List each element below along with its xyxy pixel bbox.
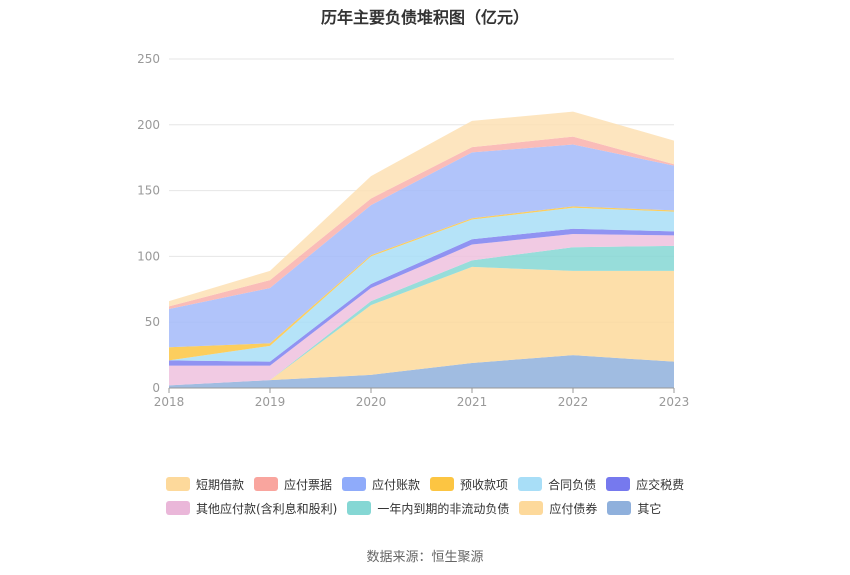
y-tick-label: 100 xyxy=(137,249,160,263)
stacked-area-chart: 0 50 100 150 200 250 2018 2019 2020 2021 2022 2023 xyxy=(137,52,690,409)
x-tick-label: 2023 xyxy=(659,395,690,409)
legend-swatch xyxy=(518,477,543,491)
legend-item[interactable]: 应付账款 xyxy=(342,476,420,493)
legend-swatch xyxy=(166,477,190,491)
y-tick-label: 0 xyxy=(152,381,160,395)
legend-swatch xyxy=(254,477,279,491)
legend-row-1: 短期借款 应付票据 应付账款 预收款项 合同负债 应交税费 xyxy=(166,472,706,496)
legend-swatch xyxy=(607,501,632,515)
area-series-9 xyxy=(169,111,674,307)
area-series-8 xyxy=(169,136,674,310)
legend-item[interactable]: 其他应付款(含利息和股利) xyxy=(166,500,337,517)
legend-label: 应交税费 xyxy=(636,477,685,492)
y-tick-label: 200 xyxy=(137,118,160,132)
area-series-3 xyxy=(169,234,674,386)
legend-item[interactable]: 合同负债 xyxy=(518,476,596,493)
legend-swatch xyxy=(166,501,190,515)
area-series-2 xyxy=(169,245,674,386)
legend-label: 其它 xyxy=(637,501,662,516)
legend-item[interactable]: 应交税费 xyxy=(606,476,684,493)
legend-row-2: 其他应付款(含利息和股利) 一年内到期的非流动负债 应付债券 其它 xyxy=(166,496,706,520)
y-axis-ticks: 0 50 100 150 200 250 xyxy=(137,52,160,395)
area-series-1 xyxy=(169,266,674,386)
legend-label: 其他应付款(含利息和股利) xyxy=(196,501,338,516)
legend-label: 预收款项 xyxy=(460,477,509,492)
legend-swatch xyxy=(606,477,631,491)
area-series-0 xyxy=(169,355,674,388)
chart-title: 历年主要负债堆积图（亿元） xyxy=(320,8,529,27)
y-tick-label: 150 xyxy=(137,184,160,198)
legend-item[interactable]: 一年内到期的非流动负债 xyxy=(347,500,509,517)
legend-item[interactable]: 预收款项 xyxy=(430,476,508,493)
legend-item[interactable]: 其它 xyxy=(607,500,661,517)
legend: 短期借款 应付票据 应付账款 预收款项 合同负债 应交税费 其他应付款(含利息和股利) 一年… xyxy=(166,472,706,520)
x-tick-label: 2018 xyxy=(154,395,185,409)
legend-label: 应付票据 xyxy=(284,477,333,492)
area-series-7 xyxy=(169,144,674,348)
legend-swatch xyxy=(519,501,544,515)
x-tick-label: 2020 xyxy=(356,395,387,409)
x-tick-label: 2021 xyxy=(457,395,488,409)
area-series-6 xyxy=(169,206,674,361)
x-tick-label: 2022 xyxy=(558,395,589,409)
legend-item[interactable]: 应付票据 xyxy=(254,476,332,493)
source-note: 数据来源：恒生聚源 xyxy=(366,550,484,565)
legend-swatch xyxy=(430,477,455,491)
legend-label: 短期借款 xyxy=(196,477,245,492)
x-tick-label: 2019 xyxy=(255,395,286,409)
y-tick-label: 50 xyxy=(145,315,160,329)
x-axis: 2018 2019 2020 2021 2022 2023 xyxy=(154,387,690,409)
y-tick-label: 250 xyxy=(137,52,160,66)
legend-item[interactable]: 短期借款 xyxy=(166,476,244,493)
area-series xyxy=(169,111,674,388)
legend-swatch xyxy=(342,477,367,491)
legend-item[interactable]: 应付债券 xyxy=(519,500,597,517)
legend-swatch xyxy=(347,501,372,515)
area-series-5 xyxy=(169,207,674,362)
legend-label: 应付债券 xyxy=(549,501,598,516)
legend-label: 合同负债 xyxy=(548,477,597,492)
legend-label: 一年内到期的非流动负债 xyxy=(377,501,510,516)
legend-label: 应付账款 xyxy=(372,477,421,492)
